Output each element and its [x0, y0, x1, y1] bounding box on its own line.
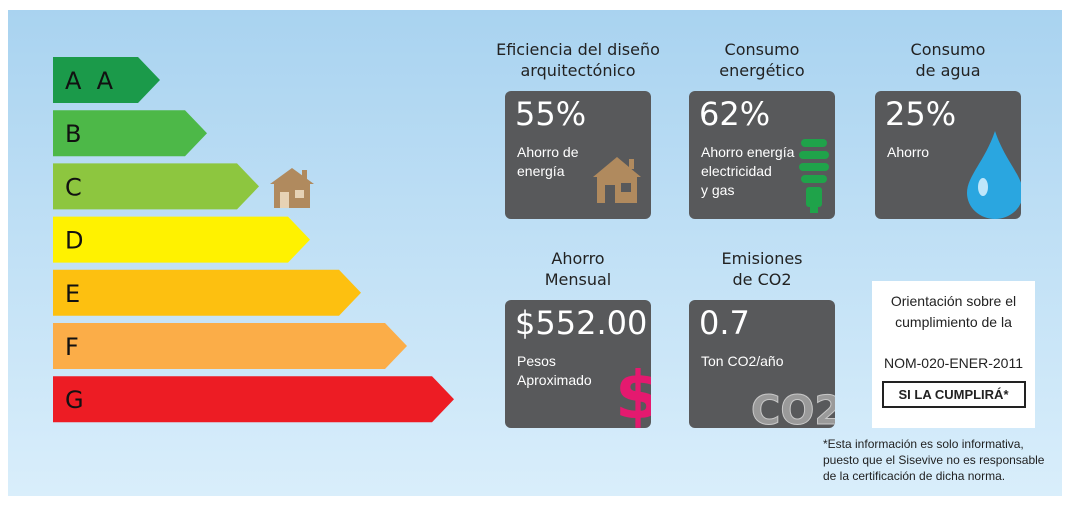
card-value: 0.7 — [699, 304, 750, 342]
dollar-icon: $ — [615, 357, 651, 428]
card-title: Consumo de agua — [848, 39, 1048, 81]
card-caption: Ahorro energía electricidad y gas — [701, 143, 794, 200]
rating-bar — [53, 376, 454, 423]
card: CO2 0.7 Ton CO2/año — [689, 300, 835, 428]
verdict: SI LA CUMPLIRÁ* — [881, 381, 1026, 408]
norm-code: NOM-020-ENER-2011 — [883, 355, 1023, 371]
rating-bar — [53, 269, 361, 316]
card-caption-line: y gas — [701, 182, 735, 198]
card-caption: Ahorro — [887, 143, 929, 162]
card-caption-line: energía — [517, 163, 565, 179]
card: 62% Ahorro energía electricidad y gas — [689, 91, 835, 219]
card-icon: $ — [615, 357, 651, 428]
card-title-line: de agua — [915, 61, 981, 80]
footnote: *Esta información es solo informativa, p… — [823, 436, 1044, 484]
card-caption-line: Aproximado — [517, 372, 592, 388]
co2-icon: CO2 — [751, 388, 835, 428]
card-title-line: Ahorro — [551, 249, 605, 268]
card-caption-line: electricidad — [701, 163, 772, 179]
rating-bar — [53, 216, 310, 263]
norm-line: cumplimiento de la — [895, 314, 1012, 330]
card-caption: Ahorro de energía — [517, 143, 578, 181]
rating-label: C — [65, 173, 82, 201]
card-title-line: Consumo — [910, 40, 986, 59]
card-title-line: energético — [719, 61, 805, 80]
rating-label: B — [65, 120, 81, 148]
card-caption-line: Pesos — [517, 353, 556, 369]
card-value: $552.00 — [515, 304, 648, 342]
card-icon — [593, 157, 641, 203]
card-title-line: arquitectónico — [520, 61, 636, 80]
card: 55% Ahorro de energía — [505, 91, 651, 219]
card-title: Eficiencia del diseño arquitectónico — [478, 39, 678, 81]
norm-text: Orientación sobre el cumplimiento de la — [872, 291, 1035, 333]
card-icon — [967, 131, 1021, 219]
card-title-line: Mensual — [544, 270, 612, 289]
card-caption-line: Ton CO2/año — [701, 353, 784, 369]
rating-label: D — [65, 227, 83, 255]
card: 25% Ahorro — [875, 91, 1021, 219]
rating-label: G — [65, 386, 84, 414]
card-value: 62% — [699, 95, 771, 133]
card-title: Emisiones de CO2 — [662, 248, 862, 290]
rating-bar — [53, 57, 160, 103]
card-value: 25% — [885, 95, 957, 133]
rating-label: F — [65, 333, 79, 361]
rating-label: E — [65, 280, 80, 308]
footnote-line: puesto que el Sisevive no es responsable — [823, 453, 1045, 467]
rating-bar — [53, 110, 207, 157]
card-caption-line: Ahorro de — [517, 144, 579, 160]
card: $ $552.00 Pesos Aproximado — [505, 300, 651, 428]
norm-box: Orientación sobre el cumplimiento de la … — [872, 281, 1035, 428]
house-icon — [270, 168, 314, 208]
card-caption-line: Ahorro energía — [701, 144, 795, 160]
card-caption-line: Ahorro — [887, 144, 930, 160]
card-caption: Pesos Aproximado — [517, 352, 592, 390]
rating-label: A A — [65, 67, 114, 95]
card-title-line: de CO2 — [732, 270, 792, 289]
card-title-line: Consumo — [724, 40, 800, 59]
rating-bar — [53, 163, 259, 210]
footnote-line: *Esta información es solo informativa, — [823, 437, 1024, 451]
card-title-line: Eficiencia del diseño — [496, 40, 660, 59]
card-title: Ahorro Mensual — [478, 248, 678, 290]
card-icon: CO2 — [751, 388, 836, 429]
norm-line: Orientación sobre el — [890, 293, 1017, 309]
card-icon — [799, 139, 829, 213]
card-title-line: Emisiones — [721, 249, 803, 268]
card-value: 55% — [515, 95, 587, 133]
rating-bar — [53, 323, 407, 369]
card-title: Consumo energético — [662, 39, 862, 81]
card-caption: Ton CO2/año — [701, 352, 784, 371]
footnote-line: de la certificación de dicha norma. — [823, 469, 1006, 483]
